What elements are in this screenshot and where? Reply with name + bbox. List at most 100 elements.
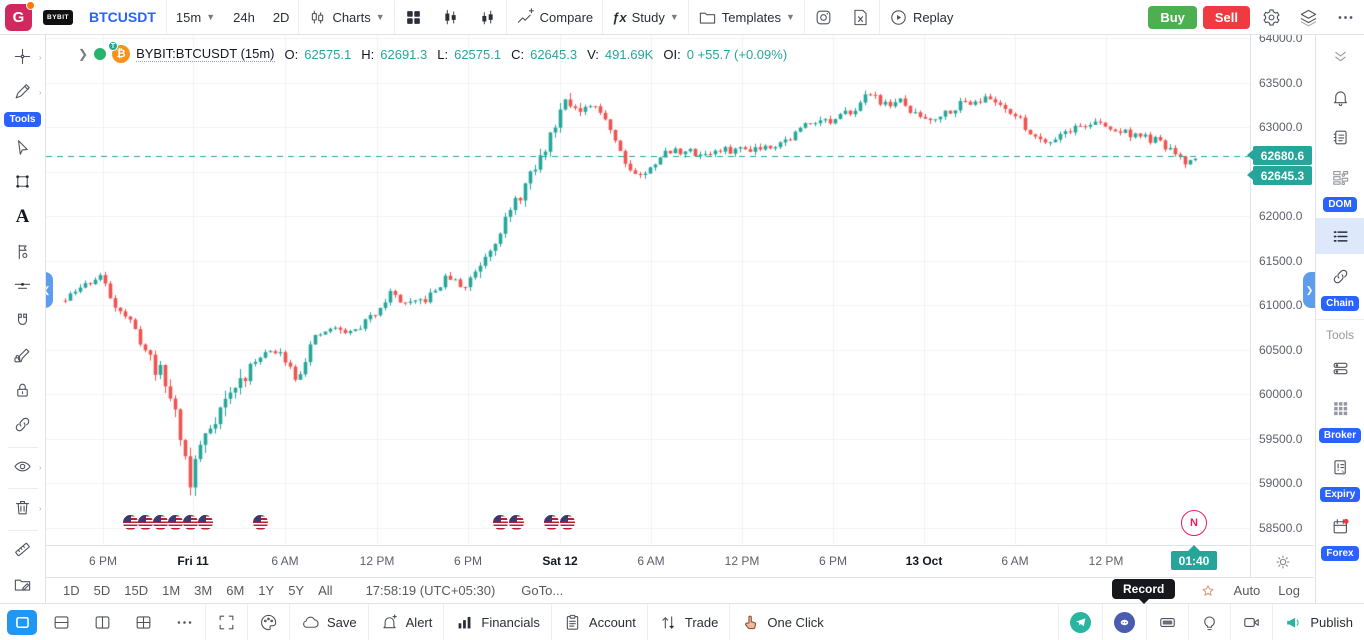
candlestick-chart-canvas[interactable] xyxy=(46,35,1250,545)
publish-button[interactable]: Publish xyxy=(1273,604,1364,640)
horizontal-line-tool[interactable] xyxy=(4,270,42,302)
theme-toggle-icon[interactable] xyxy=(1275,554,1291,570)
range-button-5y[interactable]: 5Y xyxy=(288,583,305,598)
forex-calendar-button[interactable] xyxy=(1316,508,1364,544)
lock-all-tool[interactable] xyxy=(4,374,42,406)
annotation-tool[interactable] xyxy=(4,235,42,267)
more-layouts-button[interactable] xyxy=(164,604,205,640)
study-button[interactable]: ƒx Study ▼ xyxy=(603,0,688,34)
goto-button[interactable]: GoTo... xyxy=(521,583,564,598)
telegram-button[interactable] xyxy=(1059,604,1102,640)
range-button-5d[interactable]: 5D xyxy=(93,583,111,598)
axis-settings-corner[interactable] xyxy=(1250,545,1314,577)
expiry-panel-button[interactable] xyxy=(1316,449,1364,485)
snapshot-button[interactable] xyxy=(805,0,842,34)
compare-button[interactable]: Compare xyxy=(507,0,602,34)
export-data-button[interactable] xyxy=(842,0,879,34)
hide-drawings-tool[interactable]: › xyxy=(4,451,42,483)
remove-drawings-tool[interactable]: › xyxy=(4,492,42,524)
us-flag-event-icon[interactable] xyxy=(198,515,213,530)
chain-panel-button[interactable] xyxy=(1316,258,1364,294)
news-event-marker[interactable]: N xyxy=(1181,510,1207,536)
layers-button[interactable] xyxy=(1290,0,1327,34)
templates-button[interactable]: Templates ▼ xyxy=(689,0,804,34)
us-flag-event-icon[interactable] xyxy=(168,515,183,530)
fullscreen-button[interactable] xyxy=(206,604,247,640)
one-click-button[interactable]: One Click xyxy=(730,604,834,640)
layout-rows-button[interactable] xyxy=(41,604,82,640)
replay-button[interactable]: Replay xyxy=(880,0,962,34)
app-logo[interactable]: G xyxy=(5,0,35,31)
range-button-all[interactable]: All xyxy=(318,583,333,598)
range-button-1d[interactable]: 1D xyxy=(63,583,80,598)
shape-tool[interactable] xyxy=(4,166,42,198)
range-button-6m[interactable]: 6M xyxy=(226,583,245,598)
layout-grid-button[interactable] xyxy=(395,0,432,34)
collapse-right-sidebar-handle[interactable]: ❯ xyxy=(1303,272,1316,308)
range-button-15d[interactable]: 15D xyxy=(124,583,149,598)
legend-expand-icon[interactable]: ❯ xyxy=(78,47,89,61)
symbol-name[interactable]: BTCUSDT xyxy=(89,9,156,25)
record-button[interactable] xyxy=(1147,604,1188,640)
time-axis[interactable]: 6 PM Fri 11 6 AM 12 PM 6 PM Sat 12 6 AM 12 PM 6 … xyxy=(46,545,1250,577)
ideas-button[interactable] xyxy=(1189,604,1230,640)
more-options-button[interactable] xyxy=(1327,0,1364,34)
candle-style-2-button[interactable] xyxy=(469,0,506,34)
layout-quad-button[interactable] xyxy=(123,604,164,640)
watchlist-panel-button[interactable] xyxy=(1316,218,1364,254)
us-flag-event-icon[interactable] xyxy=(153,515,168,530)
measure-tool[interactable] xyxy=(4,534,42,566)
collapse-panels-button[interactable] xyxy=(1316,39,1364,75)
us-flag-event-icon[interactable] xyxy=(183,515,198,530)
chart-pane[interactable] xyxy=(46,35,1250,545)
link-drawings-tool[interactable] xyxy=(4,409,42,441)
save-button[interactable]: Save xyxy=(290,604,368,640)
financials-button[interactable]: Financials xyxy=(444,604,551,640)
us-flag-event-icon[interactable] xyxy=(123,515,138,530)
us-flag-event-icon[interactable] xyxy=(138,515,153,530)
auto-scale-button[interactable]: Auto xyxy=(1233,583,1261,598)
trade-button[interactable]: Trade xyxy=(648,604,729,640)
range-button-3m[interactable]: 3M xyxy=(194,583,213,598)
layout-single-button[interactable] xyxy=(7,609,37,635)
dom-panel-button[interactable] xyxy=(1316,159,1364,195)
broker-panel-button[interactable] xyxy=(1316,390,1364,426)
us-flag-event-icon[interactable] xyxy=(253,515,268,530)
us-flag-event-icon[interactable] xyxy=(509,515,524,530)
video-button[interactable] xyxy=(1231,604,1272,640)
chart-type-selector[interactable]: Charts ▼ xyxy=(299,0,393,34)
theme-palette-button[interactable] xyxy=(248,604,289,640)
text-tool[interactable]: A xyxy=(15,205,30,227)
interval-selector[interactable]: 15m ▼ xyxy=(167,0,224,34)
star-icon[interactable] xyxy=(1200,583,1216,599)
log-scale-button[interactable]: Log xyxy=(1278,583,1300,598)
journal-panel-button[interactable] xyxy=(1316,119,1364,155)
buy-button[interactable]: Buy xyxy=(1148,5,1197,29)
us-flag-event-icon[interactable] xyxy=(493,515,508,530)
account-button[interactable]: Account xyxy=(552,604,647,640)
discord-button[interactable] xyxy=(1103,604,1146,640)
settings-button[interactable] xyxy=(1253,0,1290,34)
range-24h-button[interactable]: 24h xyxy=(233,9,255,25)
magnet-tool[interactable] xyxy=(4,305,42,337)
range-button-1m[interactable]: 1M xyxy=(162,583,181,598)
layout-columns-button[interactable] xyxy=(82,604,123,640)
clock[interactable]: 17:58:19 (UTC+05:30) xyxy=(365,583,496,598)
sell-button[interactable]: Sell xyxy=(1202,5,1250,29)
alerts-panel-button[interactable] xyxy=(1316,79,1364,115)
exchange-logo[interactable]: BYBIT xyxy=(43,9,73,25)
cursor-tool[interactable] xyxy=(4,131,42,163)
trendline-tool[interactable]: › xyxy=(4,76,42,108)
crosshair-tool[interactable]: › xyxy=(4,41,42,73)
price-axis[interactable]: 64000.0 63500.0 63000.0 62000.0 61500.0 61000… xyxy=(1250,31,1314,545)
alert-button[interactable]: Alert xyxy=(369,604,444,640)
drawing-lock-tool[interactable] xyxy=(4,340,42,372)
candle-style-1-button[interactable] xyxy=(432,0,469,34)
object-tree-tool[interactable] xyxy=(4,568,42,600)
positions-panel-button[interactable] xyxy=(1316,350,1364,386)
legend-symbol-title[interactable]: BYBIT:BTCUSDT (15m) xyxy=(136,46,275,62)
us-flag-event-icon[interactable] xyxy=(560,515,575,530)
range-2d-button[interactable]: 2D xyxy=(272,9,290,25)
us-flag-event-icon[interactable] xyxy=(544,515,559,530)
range-button-1y[interactable]: 1Y xyxy=(258,583,275,598)
